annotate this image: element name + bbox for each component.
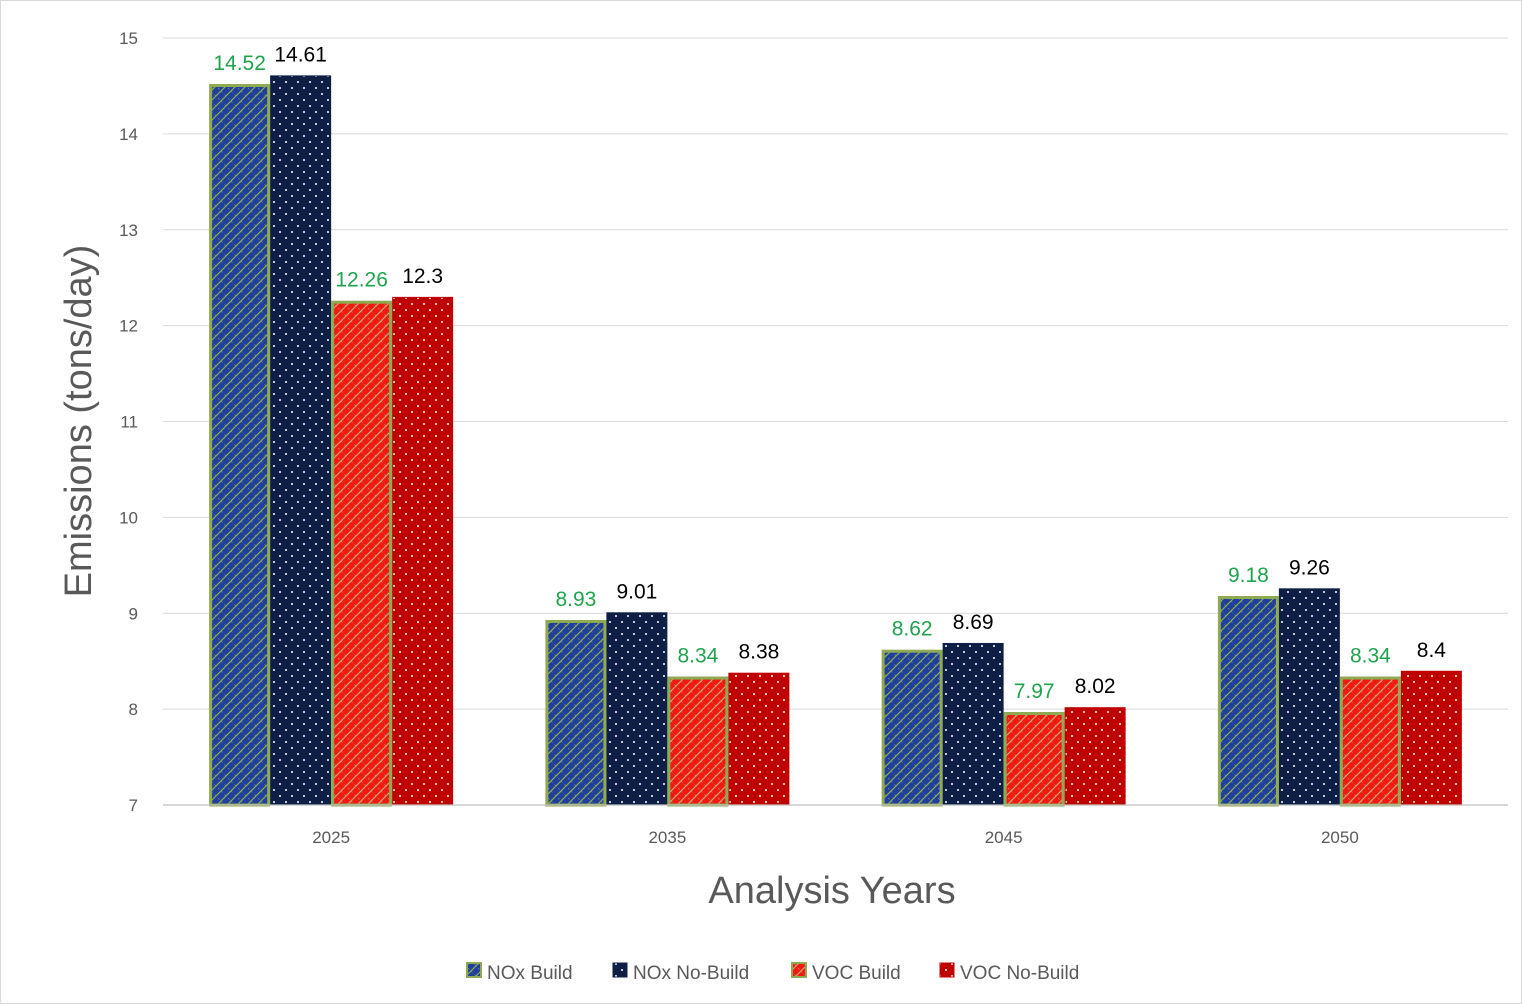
data-label: 8.34 [677, 645, 718, 668]
data-label: 8.69 [953, 611, 994, 634]
bar [1217, 595, 1279, 807]
bar [270, 75, 332, 806]
y-tick-label: 13 [119, 221, 138, 240]
bar [606, 612, 668, 806]
data-label: 7.97 [1014, 680, 1055, 703]
bar [1400, 670, 1462, 806]
bar [1339, 676, 1401, 807]
bar [881, 649, 943, 807]
x-tick-label: 2050 [1321, 828, 1359, 847]
x-tick-label: 2025 [312, 828, 350, 847]
bar [942, 642, 1004, 806]
y-tick-label: 14 [119, 125, 138, 144]
bar [392, 296, 454, 806]
legend-label: VOC No-Build [960, 963, 1079, 984]
y-tick-label: 11 [120, 413, 138, 432]
y-tick-label: 9 [129, 604, 138, 623]
legend-swatch [791, 962, 807, 978]
y-tick-label: 15 [119, 29, 138, 48]
y-axis-title: Emissions (tons/day) [58, 245, 100, 598]
x-tick-label: 2035 [648, 828, 686, 847]
legend-label: NOx Build [487, 963, 573, 984]
bar [1064, 707, 1126, 806]
bar [209, 84, 271, 807]
bar [545, 619, 607, 807]
data-label: 9.18 [1228, 564, 1269, 587]
bar [1278, 588, 1340, 806]
data-label: 9.26 [1289, 556, 1330, 579]
legend: NOx Build NOx No-Build VOC Build VOC No-Bui… [466, 962, 1079, 984]
data-label: 9.01 [616, 580, 657, 603]
data-label: 12.3 [402, 265, 443, 288]
bar [1003, 712, 1065, 807]
data-label: 8.34 [1350, 645, 1391, 668]
legend-label: NOx No-Build [633, 963, 749, 984]
data-label: 12.26 [335, 269, 388, 292]
y-tick-label: 10 [119, 508, 138, 527]
legend-swatch [939, 962, 955, 978]
y-tick-label: 12 [119, 317, 138, 336]
data-label: 8.02 [1075, 675, 1116, 698]
y-tick-label: 7 [129, 796, 138, 815]
legend-swatch [612, 962, 628, 978]
legend-label: VOC Build [812, 963, 901, 984]
x-axis-title: Analysis Years [708, 870, 955, 912]
data-label: 14.52 [213, 52, 266, 75]
data-label: 14.61 [274, 43, 327, 66]
x-tick-label: 2045 [985, 828, 1023, 847]
bar [331, 300, 393, 807]
data-label: 8.93 [555, 588, 596, 611]
data-label: 8.38 [738, 641, 779, 664]
data-label: 8.4 [1417, 639, 1447, 662]
legend-swatch [466, 962, 482, 978]
bar [667, 676, 729, 807]
bar [728, 672, 790, 806]
y-tick-label: 8 [129, 700, 138, 719]
data-label: 8.62 [892, 618, 933, 641]
